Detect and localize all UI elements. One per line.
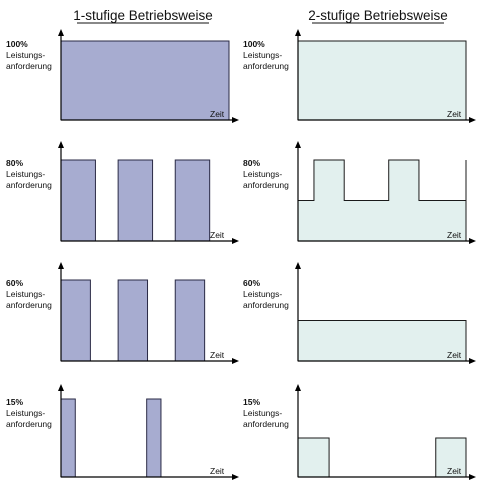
demand-percent-label: 60% <box>243 278 260 288</box>
y-axis-arrow-icon <box>295 29 301 36</box>
demand-profile <box>297 40 467 121</box>
demand-label-line2: anforderung <box>6 419 52 429</box>
demand-label-line1: Leistungs- <box>243 408 282 418</box>
demand-label-line2: anforderung <box>243 61 289 71</box>
panel-1-15pct: 15%Leistungs-anforderung Zeit <box>6 384 239 480</box>
demand-block-2 <box>117 279 149 362</box>
demand-block-1 <box>60 40 230 121</box>
demand-percent-label: 15% <box>243 397 260 407</box>
demand-block-1 <box>60 159 96 242</box>
panel-2-15pct: 15%Leistungs-anforderung Zeit <box>243 384 476 480</box>
y-axis-arrow-icon <box>58 141 64 148</box>
panel-2-60pct: 60%Leistungs-anforderung Zeit <box>243 262 476 364</box>
demand-label-line1: Leistungs- <box>6 169 45 179</box>
time-axis-label: Zeit <box>447 350 462 360</box>
demand-profile <box>297 320 467 362</box>
time-axis-label: Zeit <box>210 466 225 476</box>
demand-percent-label: 100% <box>6 39 28 49</box>
demand-label-line2: anforderung <box>243 180 289 190</box>
demand-block-2 <box>117 159 154 242</box>
column-title: 2-stufige Betriebsweise <box>308 8 448 23</box>
demand-block-1 <box>60 398 76 478</box>
x-axis-arrow-icon <box>232 358 239 364</box>
y-axis-arrow-icon <box>58 384 64 391</box>
x-axis-arrow-icon <box>232 474 239 480</box>
y-axis-arrow-icon <box>58 29 64 36</box>
time-axis-label: Zeit <box>447 230 462 240</box>
panel-2-100pct: 100%Leistungs-anforderung Zeit <box>243 29 476 123</box>
demand-block-3 <box>174 159 211 242</box>
panel-1-100pct: 100%Leistungs-anforderung Zeit <box>6 29 239 123</box>
demand-label-line1: Leistungs- <box>243 169 282 179</box>
demand-label-line1: Leistungs- <box>243 289 282 299</box>
y-axis-arrow-icon <box>295 141 301 148</box>
demand-percent-label: 80% <box>243 158 260 168</box>
demand-label-line2: anforderung <box>243 419 289 429</box>
demand-percent-label: 100% <box>243 39 265 49</box>
panel-1-60pct: 60%Leistungs-anforderung Zeit <box>6 262 239 364</box>
time-axis-label: Zeit <box>447 466 462 476</box>
panel-2-80pct: 80%Leistungs-anforderung Zeit <box>243 141 476 244</box>
y-axis-arrow-icon <box>295 384 301 391</box>
x-axis-arrow-icon <box>469 117 476 123</box>
demand-label-line2: anforderung <box>6 61 52 71</box>
y-axis-arrow-icon <box>295 262 301 269</box>
demand-percent-label: 60% <box>6 278 23 288</box>
time-axis-label: Zeit <box>210 230 225 240</box>
time-axis-label: Zeit <box>210 350 225 360</box>
demand-block-1 <box>297 437 330 478</box>
demand-label-line2: anforderung <box>243 300 289 310</box>
x-axis-arrow-icon <box>232 238 239 244</box>
demand-block-3 <box>174 279 206 362</box>
demand-label-line2: anforderung <box>6 180 52 190</box>
x-axis-arrow-icon <box>232 117 239 123</box>
demand-profile <box>297 159 467 242</box>
demand-label-line1: Leistungs- <box>6 289 45 299</box>
demand-label-line1: Leistungs- <box>6 408 45 418</box>
demand-label-line2: anforderung <box>6 300 52 310</box>
y-axis-arrow-icon <box>58 262 64 269</box>
demand-percent-label: 80% <box>6 158 23 168</box>
x-axis-arrow-icon <box>469 474 476 480</box>
x-axis-arrow-icon <box>469 358 476 364</box>
x-axis-arrow-icon <box>469 238 476 244</box>
time-axis-label: Zeit <box>447 109 462 119</box>
demand-label-line1: Leistungs- <box>243 50 282 60</box>
demand-block-2 <box>146 398 162 478</box>
column-title: 1-stufige Betriebsweise <box>73 8 213 23</box>
time-axis-label: Zeit <box>210 109 225 119</box>
panel-1-80pct: 80%Leistungs-anforderung Zeit <box>6 141 239 244</box>
demand-block-1 <box>60 279 91 362</box>
demand-label-line1: Leistungs- <box>6 50 45 60</box>
demand-percent-label: 15% <box>6 397 23 407</box>
